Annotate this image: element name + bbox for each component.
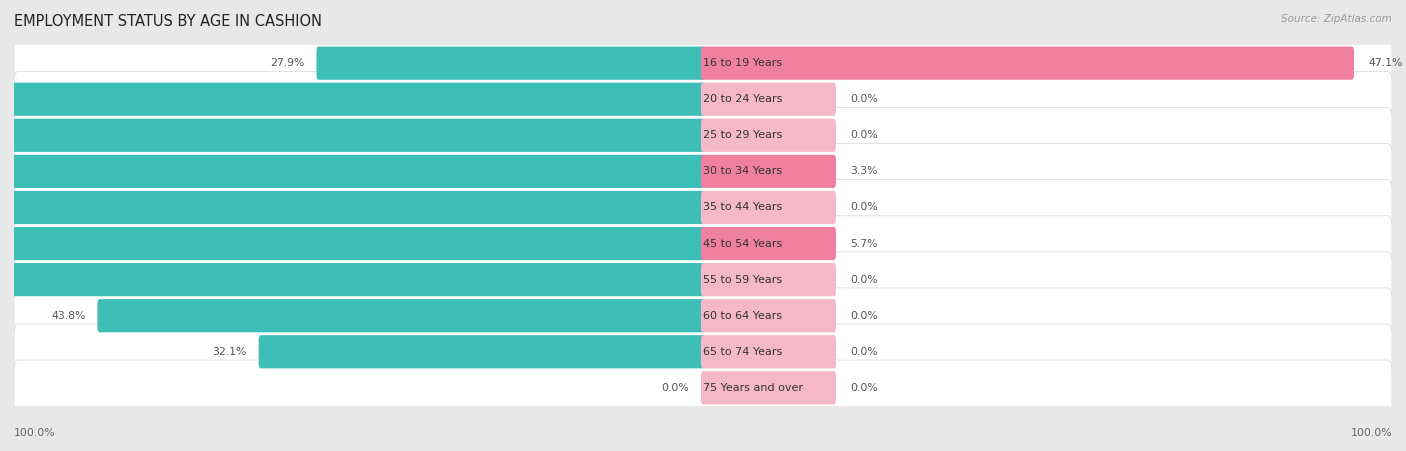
FancyBboxPatch shape: [14, 288, 1392, 344]
FancyBboxPatch shape: [14, 252, 1392, 308]
FancyBboxPatch shape: [702, 263, 837, 296]
FancyBboxPatch shape: [702, 371, 837, 405]
Text: 65 to 74 Years: 65 to 74 Years: [703, 347, 782, 357]
Text: 75 Years and over: 75 Years and over: [703, 383, 803, 393]
FancyBboxPatch shape: [702, 155, 837, 188]
FancyBboxPatch shape: [97, 299, 704, 332]
FancyBboxPatch shape: [702, 119, 837, 152]
FancyBboxPatch shape: [702, 191, 837, 224]
Text: 25 to 29 Years: 25 to 29 Years: [703, 130, 782, 140]
FancyBboxPatch shape: [0, 263, 704, 296]
FancyBboxPatch shape: [14, 143, 1392, 199]
FancyBboxPatch shape: [0, 119, 704, 152]
FancyBboxPatch shape: [702, 227, 837, 260]
Text: EMPLOYMENT STATUS BY AGE IN CASHION: EMPLOYMENT STATUS BY AGE IN CASHION: [14, 14, 322, 28]
Text: 45 to 54 Years: 45 to 54 Years: [703, 239, 782, 249]
Text: 3.3%: 3.3%: [851, 166, 877, 176]
FancyBboxPatch shape: [702, 335, 837, 368]
FancyBboxPatch shape: [316, 46, 704, 80]
FancyBboxPatch shape: [0, 83, 704, 116]
Text: 60 to 64 Years: 60 to 64 Years: [703, 311, 782, 321]
FancyBboxPatch shape: [14, 216, 1392, 272]
Text: 5.7%: 5.7%: [851, 239, 877, 249]
FancyBboxPatch shape: [702, 299, 837, 332]
Text: 0.0%: 0.0%: [661, 383, 689, 393]
FancyBboxPatch shape: [702, 46, 1354, 80]
Text: 20 to 24 Years: 20 to 24 Years: [703, 94, 782, 104]
Text: 0.0%: 0.0%: [851, 311, 879, 321]
Text: 0.0%: 0.0%: [851, 347, 879, 357]
FancyBboxPatch shape: [14, 179, 1392, 235]
FancyBboxPatch shape: [0, 155, 704, 188]
Text: 0.0%: 0.0%: [851, 202, 879, 212]
Text: 30 to 34 Years: 30 to 34 Years: [703, 166, 782, 176]
Text: 47.1%: 47.1%: [1368, 58, 1403, 68]
Text: 100.0%: 100.0%: [14, 428, 56, 438]
Text: 43.8%: 43.8%: [52, 311, 86, 321]
FancyBboxPatch shape: [702, 83, 837, 116]
Text: 32.1%: 32.1%: [212, 347, 247, 357]
Text: 55 to 59 Years: 55 to 59 Years: [703, 275, 782, 285]
FancyBboxPatch shape: [14, 360, 1392, 416]
Text: 35 to 44 Years: 35 to 44 Years: [703, 202, 782, 212]
Text: 16 to 19 Years: 16 to 19 Years: [703, 58, 782, 68]
Legend: In Labor Force, Unemployed: In Labor Force, Unemployed: [592, 448, 814, 451]
Text: 0.0%: 0.0%: [851, 94, 879, 104]
FancyBboxPatch shape: [0, 191, 704, 224]
FancyBboxPatch shape: [259, 335, 704, 368]
FancyBboxPatch shape: [14, 324, 1392, 380]
FancyBboxPatch shape: [0, 227, 704, 260]
Text: 100.0%: 100.0%: [1350, 428, 1392, 438]
Text: 27.9%: 27.9%: [270, 58, 305, 68]
FancyBboxPatch shape: [14, 107, 1392, 163]
Text: 0.0%: 0.0%: [851, 130, 879, 140]
FancyBboxPatch shape: [14, 71, 1392, 127]
FancyBboxPatch shape: [14, 35, 1392, 91]
Text: 0.0%: 0.0%: [851, 383, 879, 393]
Text: 0.0%: 0.0%: [851, 275, 879, 285]
Text: Source: ZipAtlas.com: Source: ZipAtlas.com: [1281, 14, 1392, 23]
